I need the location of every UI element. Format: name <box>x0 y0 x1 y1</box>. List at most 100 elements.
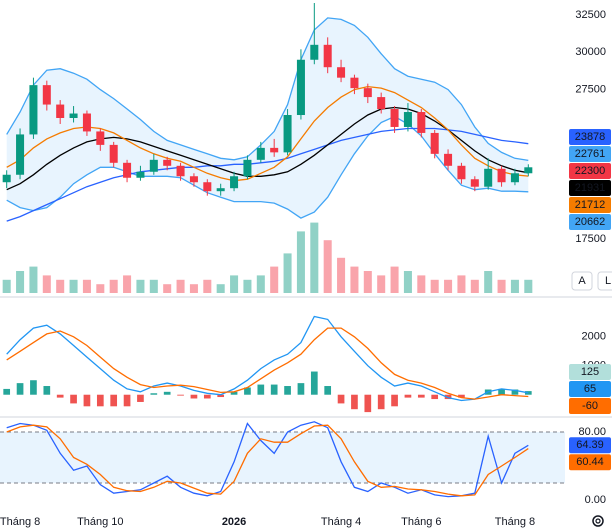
candle-body <box>484 168 493 187</box>
candle-body <box>323 44 332 68</box>
scale-button-label[interactable]: A <box>578 275 586 287</box>
histogram-bar <box>16 383 24 395</box>
histogram-bar <box>150 393 158 395</box>
volume-bar <box>16 271 25 293</box>
candle-body <box>230 176 239 189</box>
histogram-bar <box>217 394 225 398</box>
last-value-tag <box>569 214 611 230</box>
candle-body <box>203 182 212 192</box>
last-value-tag <box>569 381 611 397</box>
histogram-bar <box>404 394 412 398</box>
y-tick-label: 30000 <box>575 46 606 58</box>
settings-icon-ring <box>592 515 604 527</box>
last-value-label: 21931 <box>575 182 606 194</box>
candle-body <box>82 113 91 132</box>
histogram-bar <box>96 394 104 407</box>
x-tick-label: Tháng 8 <box>0 516 40 528</box>
candle-body <box>270 147 279 153</box>
volume-bar <box>470 279 479 293</box>
candle-body <box>149 159 158 172</box>
y-tick-label: 32500 <box>575 9 606 21</box>
candle-body <box>350 77 359 89</box>
volume-bar <box>337 257 346 293</box>
moving-average <box>6 85 529 182</box>
histogram-bar <box>351 394 358 410</box>
last-value-label: 65 <box>584 383 596 395</box>
macd-line <box>6 315 529 402</box>
histogram-bar <box>324 386 332 395</box>
candle-body <box>16 134 25 175</box>
candle-body <box>430 132 439 154</box>
volume-bar <box>510 279 519 293</box>
last-value-label: 22300 <box>575 165 606 177</box>
last-value-label: -60 <box>582 400 598 412</box>
last-value-label: 23878 <box>575 131 606 143</box>
moving-average <box>6 106 529 191</box>
volume-bar <box>109 279 118 293</box>
volume-bar <box>350 266 359 293</box>
last-value-label: 20662 <box>575 216 606 228</box>
volume-bar <box>203 279 212 293</box>
histogram-bar <box>297 383 305 395</box>
candle-body <box>2 174 11 183</box>
stochastic-line <box>6 424 529 497</box>
bollinger-lower <box>6 115 529 219</box>
last-value-tag <box>569 180 611 196</box>
volume-bar <box>149 279 158 293</box>
volume-bar <box>270 266 279 293</box>
bollinger-fill <box>6 17 529 219</box>
volume-bar <box>403 271 412 293</box>
candle-body <box>390 109 399 127</box>
histogram-bar <box>70 394 77 404</box>
volume-bar <box>417 275 426 293</box>
candle-body <box>363 88 372 98</box>
histogram-bar <box>83 394 91 407</box>
candle-body <box>403 112 412 127</box>
volume-bar <box>69 279 78 293</box>
x-tick-label: Tháng 4 <box>321 516 361 528</box>
last-value-tag <box>569 437 611 454</box>
scale-button-label[interactable]: L <box>605 275 611 287</box>
last-value-label: 60.44 <box>576 456 604 468</box>
histogram-bar <box>337 394 345 404</box>
candle-body <box>256 147 265 160</box>
last-value-tag <box>569 197 611 213</box>
bollinger-upper <box>6 17 529 162</box>
candle-body <box>283 115 292 153</box>
histogram-bar <box>257 384 265 395</box>
histogram-bar <box>177 394 184 396</box>
y-tick-label: 17500 <box>575 233 606 245</box>
histogram-bar <box>244 387 251 395</box>
scale-button[interactable] <box>597 271 612 291</box>
volume-bar <box>136 279 145 293</box>
histogram-bar <box>203 394 211 399</box>
volume-bar <box>457 275 466 293</box>
candle-body <box>444 153 453 166</box>
volume-bar <box>484 271 493 293</box>
last-value-label: 64.39 <box>576 439 604 451</box>
candle-body <box>109 144 118 163</box>
last-value-tag <box>569 398 611 414</box>
stochastic-line <box>6 421 529 498</box>
last-value-label: 22761 <box>575 148 606 160</box>
y-tick-label: 80.00 <box>578 426 606 438</box>
x-tick-label: Tháng 6 <box>401 516 441 528</box>
last-value-tag <box>569 129 611 145</box>
volume-bar <box>430 279 439 293</box>
x-tick-label: Tháng 8 <box>495 516 535 528</box>
last-value-tag <box>569 364 611 380</box>
histogram-bar <box>511 389 519 395</box>
volume-bar <box>96 284 105 293</box>
scale-button[interactable] <box>571 271 593 291</box>
candle-body <box>42 85 51 105</box>
volume-bar <box>189 284 198 293</box>
volume-bar <box>256 275 265 293</box>
histogram-bar <box>391 394 398 407</box>
x-tick-label: 2026 <box>222 516 246 528</box>
candle-body <box>243 159 252 177</box>
candle-body <box>163 159 172 166</box>
volume-bar <box>56 279 65 293</box>
histogram-bar <box>417 394 425 398</box>
settings-icon[interactable] <box>592 515 604 527</box>
